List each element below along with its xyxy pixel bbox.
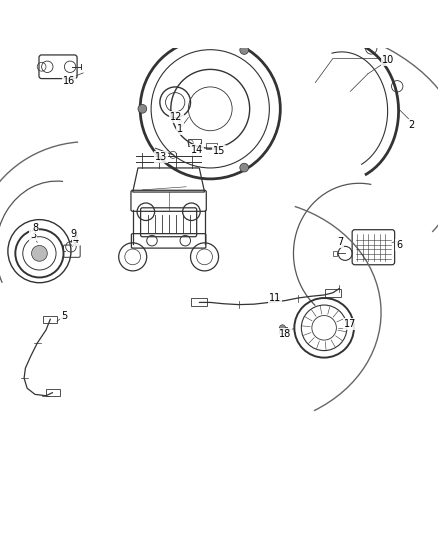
Text: 3: 3: [30, 230, 36, 240]
Text: 2: 2: [409, 120, 415, 130]
Text: 4: 4: [73, 235, 79, 245]
Text: 15: 15: [213, 146, 225, 156]
Circle shape: [240, 163, 249, 172]
Text: 8: 8: [32, 223, 38, 233]
Text: 6: 6: [396, 240, 403, 249]
Text: 1: 1: [177, 124, 184, 134]
Text: 10: 10: [382, 55, 395, 65]
Bar: [333, 251, 337, 256]
Text: 17: 17: [344, 319, 357, 329]
Text: 9: 9: [71, 229, 77, 239]
Text: 12: 12: [170, 112, 183, 122]
Circle shape: [32, 246, 47, 261]
Text: 5: 5: [61, 311, 67, 320]
Bar: [279, 327, 287, 333]
Text: 18: 18: [279, 329, 291, 340]
Text: 7: 7: [337, 237, 343, 247]
Circle shape: [240, 46, 249, 54]
Circle shape: [138, 104, 147, 113]
Circle shape: [279, 325, 286, 331]
Text: 13: 13: [155, 152, 167, 162]
Bar: [188, 139, 201, 146]
Text: 16: 16: [63, 76, 75, 86]
Bar: [206, 143, 217, 149]
Text: 14: 14: [191, 145, 203, 155]
Text: 11: 11: [269, 294, 281, 303]
